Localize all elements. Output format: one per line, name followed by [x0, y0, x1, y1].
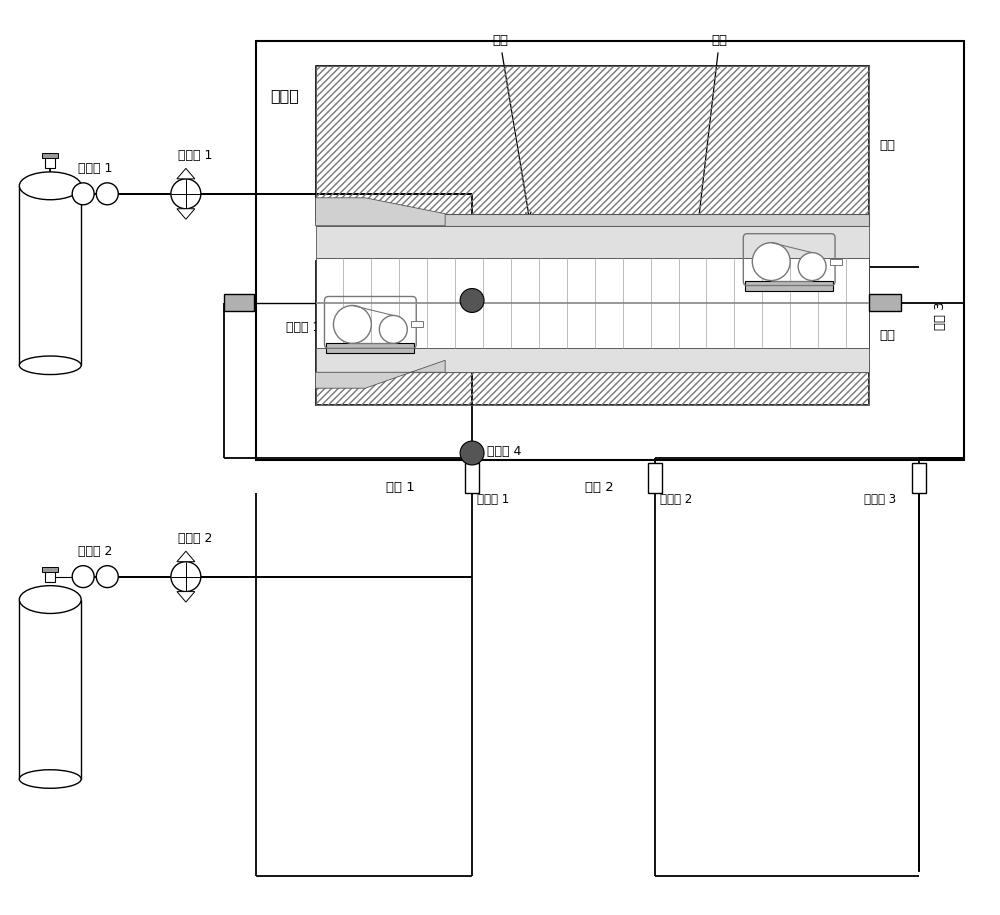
Text: 控制阀 1: 控制阀 1: [178, 149, 212, 162]
Text: 真空泵 1: 真空泵 1: [286, 321, 320, 334]
Bar: [869, 294, 901, 311]
Text: 气路 3: 气路 3: [934, 301, 947, 329]
Ellipse shape: [19, 172, 81, 199]
Circle shape: [171, 562, 201, 592]
Text: 气路 1: 气路 1: [386, 481, 415, 494]
Text: 真空室: 真空室: [271, 89, 300, 103]
Circle shape: [460, 288, 484, 312]
Ellipse shape: [19, 586, 81, 613]
Bar: [45, 156, 55, 167]
Text: 减压器 2: 减压器 2: [78, 544, 113, 558]
Text: 氩气瓶 2: 氩气瓶 2: [30, 715, 67, 727]
Polygon shape: [177, 209, 195, 220]
Bar: [316, 214, 869, 226]
Text: 控制阀 3: 控制阀 3: [487, 292, 521, 305]
Circle shape: [379, 316, 407, 343]
Bar: [316, 66, 869, 221]
Bar: [326, 343, 414, 353]
Text: 连接阀 2: 连接阀 2: [660, 493, 692, 506]
Circle shape: [96, 565, 118, 587]
Text: 芯板: 芯板: [688, 34, 727, 294]
Polygon shape: [177, 168, 195, 178]
Text: 控制阀 4: 控制阀 4: [487, 445, 521, 458]
Circle shape: [752, 242, 790, 281]
Bar: [316, 261, 869, 405]
Bar: [912, 463, 926, 493]
Bar: [411, 321, 423, 328]
Bar: [316, 226, 869, 258]
Text: 减压器 1: 减压器 1: [78, 162, 113, 175]
Bar: [316, 261, 869, 405]
Bar: [465, 463, 479, 493]
Bar: [42, 153, 58, 158]
Bar: [745, 281, 833, 290]
Bar: [42, 566, 58, 572]
Polygon shape: [177, 551, 195, 562]
Text: 面板: 面板: [492, 34, 531, 218]
Text: 连接阀 1: 连接阀 1: [477, 493, 509, 506]
Circle shape: [72, 565, 94, 587]
Bar: [19, 186, 81, 365]
Bar: [316, 66, 869, 221]
Polygon shape: [177, 592, 195, 602]
Bar: [224, 294, 254, 311]
Circle shape: [96, 183, 118, 205]
Text: 上模: 上模: [879, 139, 895, 153]
Circle shape: [798, 253, 826, 281]
Bar: [316, 258, 869, 349]
Bar: [316, 349, 869, 372]
Bar: [316, 361, 869, 372]
Circle shape: [460, 441, 484, 465]
Bar: [256, 41, 964, 460]
Bar: [830, 259, 842, 264]
Text: 连接阀 3: 连接阀 3: [864, 493, 896, 506]
Text: 下模: 下模: [879, 328, 895, 342]
Ellipse shape: [19, 356, 81, 374]
Text: 真空泵 2: 真空泵 2: [729, 306, 764, 318]
Bar: [19, 599, 81, 779]
Polygon shape: [316, 198, 445, 226]
Text: 控制阀 2: 控制阀 2: [178, 532, 212, 544]
Circle shape: [171, 178, 201, 209]
Bar: [45, 570, 55, 582]
Polygon shape: [316, 361, 445, 388]
Circle shape: [72, 183, 94, 205]
Ellipse shape: [19, 770, 81, 789]
Bar: [648, 463, 662, 493]
Text: 氩气瓶 1: 氩气瓶 1: [30, 296, 67, 308]
Circle shape: [333, 306, 371, 343]
Text: 气路 2: 气路 2: [585, 481, 614, 494]
